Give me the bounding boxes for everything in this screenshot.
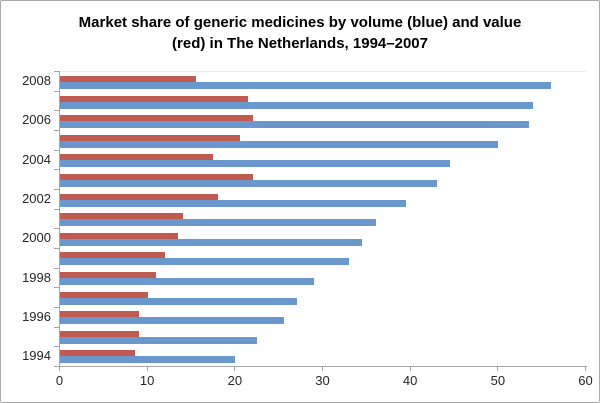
bar-volume-1996: 25.5 [60, 317, 284, 325]
bar-volume-2005: 50 [60, 140, 499, 148]
bar-value-2006: 22 [60, 115, 253, 122]
bar-value-1998: 11 [60, 271, 157, 278]
y-axis-tick [54, 366, 59, 367]
y-axis-label-2008: 2008 [22, 72, 51, 88]
bar-volume-2006: 53.5 [60, 121, 530, 129]
y-axis-label-2006: 2006 [22, 112, 51, 128]
bar-group-1999: 1233 [60, 248, 586, 268]
y-axis-tick [54, 90, 59, 92]
bar-group-2005: 20.550 [60, 131, 586, 151]
y-axis-tick [54, 248, 59, 249]
bar-group-2006: 2253.5 [60, 111, 586, 131]
bar-group-2008: 15.556 [60, 72, 586, 92]
bar-volume-2000: 34.5 [60, 238, 363, 246]
bar-volume-1997: 27 [60, 297, 297, 305]
y-axis-tick [54, 189, 59, 190]
bar-group-1995: 922.5 [60, 327, 586, 347]
y-axis-tick [54, 110, 59, 112]
chart-title-line-1: Market share of generic medicines by vol… [78, 14, 522, 31]
chart-title-line-2: (red) in The Netherlands, 1994–2007 [172, 35, 428, 52]
y-axis-tick [54, 71, 59, 72]
y-axis-label-2000: 2000 [22, 230, 51, 246]
x-axis-tick [234, 367, 236, 371]
bar-volume-1998: 29 [60, 277, 315, 286]
bar-group-1998: 1129 [60, 268, 586, 288]
bar-group-1997: 1027 [60, 288, 586, 308]
bar-group-2002: 1839.5 [60, 190, 586, 210]
y-axis-label-2002: 2002 [22, 190, 51, 206]
y-axis-tick [54, 169, 59, 171]
bar-group-1996: 925.5 [60, 307, 586, 327]
y-axis-tick [54, 267, 59, 269]
x-axis-label-40: 40 [402, 373, 418, 388]
bar-volume-2002: 39.5 [60, 199, 407, 207]
bar-volume-1999: 33 [60, 258, 350, 266]
bar-group-2001: 1436 [60, 209, 586, 229]
x-axis-label-0: 0 [55, 373, 64, 388]
x-axis-label-50: 50 [490, 373, 506, 388]
bar-value-2002: 18 [60, 193, 218, 200]
bar-group-2000: 13.534.5 [60, 229, 586, 249]
bar-volume-1995: 22.5 [60, 336, 258, 344]
bar-volume-2001: 36 [60, 219, 376, 227]
x-axis-tick [409, 367, 411, 371]
x-axis-label-20: 20 [227, 373, 243, 388]
bar-group-2004: 17.544.5 [60, 150, 586, 170]
x-axis-label-10: 10 [139, 373, 155, 388]
y-axis-tick [54, 326, 59, 328]
x-axis-tick [497, 367, 499, 371]
x-axis-tick [585, 367, 586, 371]
y-axis-label-1998: 1998 [22, 269, 51, 285]
y-axis-tick [54, 149, 59, 151]
bar-volume-2007: 54 [60, 101, 534, 109]
bar-group-2003: 2243 [60, 170, 586, 190]
bar-value-2001: 14 [60, 213, 183, 220]
y-axis-tick [54, 208, 59, 210]
bar-value-2007: 21.5 [60, 95, 249, 102]
bar-volume-2003: 43 [60, 179, 437, 188]
bar-volume-2004: 44.5 [60, 160, 451, 168]
y-axis-line [59, 71, 60, 367]
y-axis-label-2004: 2004 [22, 151, 51, 167]
bar-value-1999: 12 [60, 252, 166, 259]
x-axis-label-60: 60 [578, 373, 593, 388]
plot-area: 15.55621.5542253.520.55017.544.522431839… [60, 71, 586, 366]
x-axis-tick [322, 367, 323, 371]
x-axis-line [59, 366, 587, 367]
bar-value-2003: 22 [60, 173, 253, 180]
y-axis-label-1994: 1994 [22, 348, 51, 364]
y-axis-label-1996: 1996 [22, 308, 51, 324]
bar-volume-1994: 20 [60, 356, 236, 364]
bar-group-2007: 21.554 [60, 92, 586, 112]
bar-value-1996: 9 [60, 311, 139, 318]
y-axis-tick [54, 287, 59, 289]
x-axis-tick [146, 367, 148, 371]
chart-title: Market share of generic medicines by vol… [1, 12, 599, 54]
bar-value-1994: 8.5 [60, 350, 135, 357]
bar-volume-2008: 56 [60, 81, 551, 90]
y-axis-tick [54, 228, 59, 230]
x-axis-label-30: 30 [315, 373, 330, 388]
bar-value-1997: 10 [60, 291, 148, 298]
y-axis-tick [54, 307, 59, 308]
x-axis-tick [59, 367, 60, 371]
bar-value-2004: 17.5 [60, 154, 214, 161]
y-axis-tick [54, 130, 59, 131]
bar-value-1995: 9 [60, 330, 139, 337]
bar-value-2008: 15.5 [60, 75, 196, 82]
bar-value-2000: 13.5 [60, 232, 179, 239]
bar-value-2005: 20.5 [60, 134, 240, 141]
bar-group-1994: 8.520 [60, 346, 586, 366]
y-axis-tick [54, 346, 59, 348]
